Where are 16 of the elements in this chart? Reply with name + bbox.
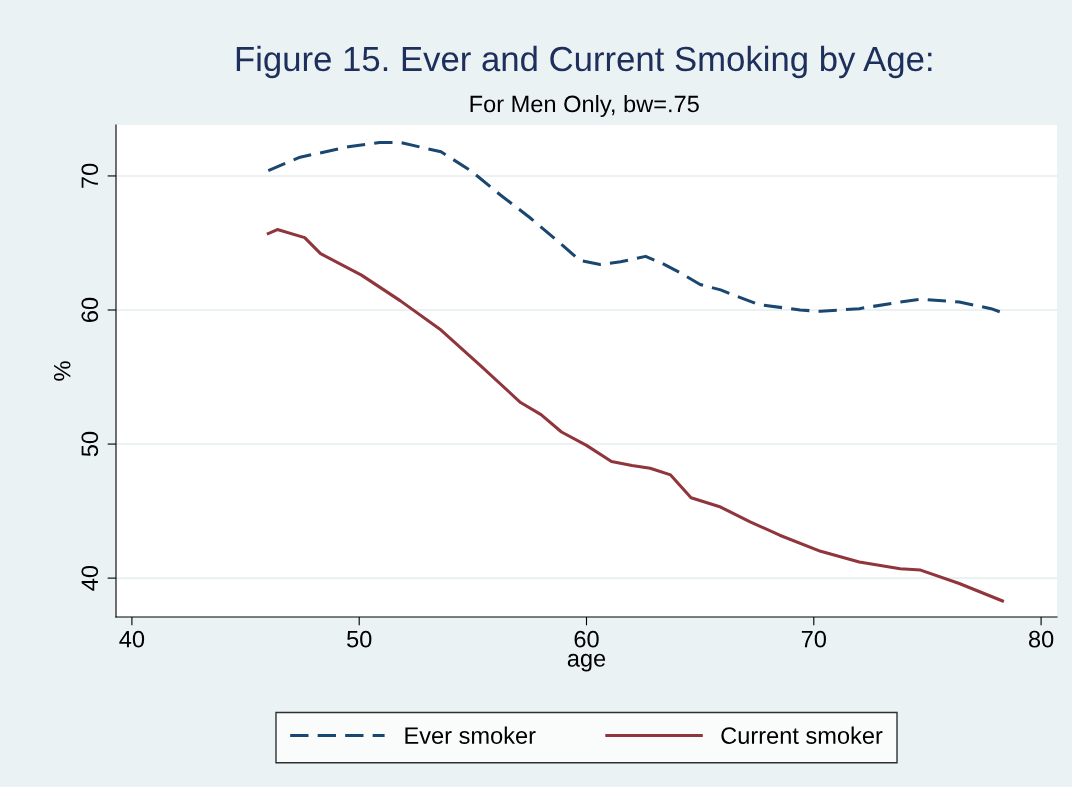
y-tick-label: 40 (81, 565, 99, 591)
x-tick-label: 60 (574, 630, 599, 648)
y-tick-label: 50 (81, 431, 99, 457)
x-tick-label: 50 (347, 630, 372, 648)
chart-subtitle: For Men Only, bw=.75 (470, 95, 699, 117)
x-tick-label: 40 (119, 630, 145, 648)
x-axis-title: age (567, 653, 606, 672)
legend-label: Current smoker (721, 726, 883, 744)
x-tick-label: 80 (1028, 630, 1054, 648)
legend-label: Ever smoker (405, 726, 536, 744)
chart-title: Figure 15. Ever and Current Smoking by Age: (236, 45, 932, 79)
y-tick-label: 70 (81, 163, 99, 188)
y-axis-title: % (53, 361, 71, 381)
x-tick-label: 70 (801, 630, 826, 648)
line-series (266, 228, 1004, 603)
y-tick-label: 60 (81, 297, 99, 322)
